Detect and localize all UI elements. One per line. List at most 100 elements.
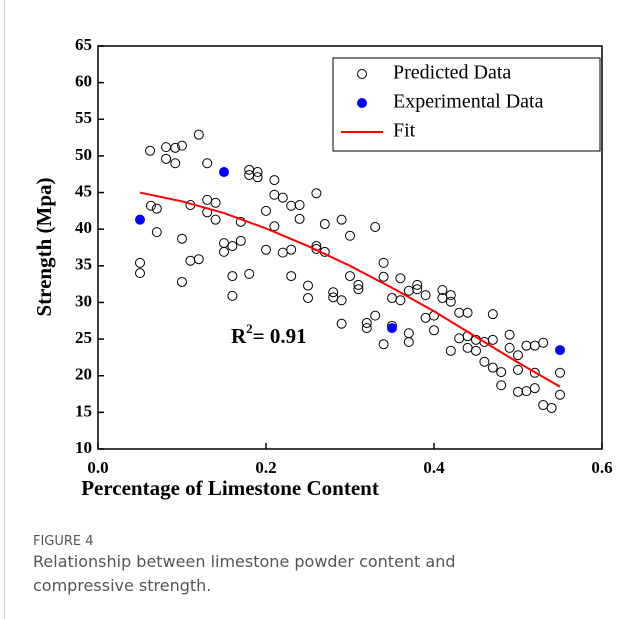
predicted-point [487, 334, 498, 345]
predicted-point [445, 345, 456, 356]
predicted-point [193, 254, 204, 265]
predicted-point [378, 271, 389, 282]
predicted-point [219, 246, 229, 257]
predicted-point [328, 287, 339, 298]
chart: Percentage of Limestone Content Strength… [32, 35, 613, 500]
predicted-point [244, 268, 255, 279]
predicted-point [403, 328, 414, 339]
experimental-point [387, 323, 397, 334]
predicted-point [345, 230, 355, 241]
predicted-point [454, 333, 465, 344]
predicted-point [487, 362, 498, 373]
predicted-point [496, 380, 507, 391]
legend-label: Experimental Data [393, 91, 544, 113]
experimental-point [219, 167, 229, 178]
predicted-point [521, 386, 532, 397]
predicted-point [269, 189, 280, 200]
r-squared-sup: 2 [246, 321, 253, 336]
predicted-point [361, 323, 372, 334]
predicted-point [328, 292, 339, 303]
predicted-point [235, 235, 246, 246]
predicted-point [513, 350, 523, 361]
predicted-point [370, 221, 381, 232]
y-tick-label: 45 [75, 181, 92, 200]
predicted-point [145, 200, 156, 211]
predicted-point [336, 318, 347, 329]
predicted-point [244, 169, 255, 180]
predicted-point [269, 221, 280, 232]
predicted-point [210, 197, 221, 208]
predicted-point [252, 167, 263, 178]
figure-label: FIGURE 4 [33, 534, 94, 549]
fit-line [139, 191, 561, 388]
y-tick-label: 65 [75, 35, 92, 54]
predicted-point [170, 158, 181, 169]
predicted-point [378, 257, 389, 268]
predicted-point [170, 142, 181, 153]
predicted-point [462, 342, 473, 353]
y-tick-label: 25 [75, 328, 92, 347]
predicted-point [252, 172, 263, 183]
predicted-point [353, 279, 364, 290]
predicted-point [462, 307, 473, 318]
predicted-point [555, 367, 565, 378]
x-axis-title: Percentage of Limestone Content [81, 476, 379, 500]
predicted-point [437, 284, 448, 295]
y-tick-label: 60 [75, 72, 92, 91]
predicted-point [387, 293, 397, 304]
legend-swatch [357, 98, 367, 108]
y-tick-label: 35 [75, 255, 92, 274]
predicted-point [521, 340, 532, 351]
legend-swatch [357, 69, 367, 79]
predicted-point [261, 205, 271, 216]
figure-caption: Relationship between limestone powder co… [33, 552, 456, 595]
legend-box [332, 57, 601, 152]
predicted-point [529, 383, 540, 394]
r-squared-rest: = 0.91 [253, 324, 307, 348]
predicted-point [445, 290, 456, 301]
predicted-point [538, 337, 549, 348]
predicted-point [361, 317, 372, 328]
predicted-point [504, 342, 515, 353]
predicted-point [177, 276, 187, 287]
predicted-point [445, 296, 456, 307]
predicted-point [529, 340, 540, 351]
predicted-point [378, 339, 389, 350]
predicted-point [546, 402, 557, 413]
predicted-point [227, 271, 238, 282]
predicted-point [177, 233, 187, 244]
y-tick-label: 30 [75, 291, 92, 310]
x-tick-label: 0.2 [255, 458, 276, 477]
predicted-point [555, 389, 565, 400]
predicted-point [353, 284, 364, 295]
y-tick-label: 50 [75, 145, 92, 164]
predicted-point [277, 192, 288, 203]
y-tick-label: 55 [75, 108, 92, 127]
predicted-point [471, 345, 481, 356]
y-axis-title: Strength (Mpa) [32, 177, 56, 316]
legend-label: Fit [393, 120, 416, 142]
predicted-point [345, 271, 355, 282]
predicted-point [177, 140, 187, 151]
predicted-point [286, 244, 297, 255]
predicted-point [420, 312, 431, 323]
x-tick-label: 0.4 [423, 458, 445, 477]
y-tick-label: 10 [75, 438, 92, 457]
predicted-point [294, 200, 305, 211]
predicted-point [403, 285, 414, 296]
predicted-point [185, 255, 196, 266]
predicted-point [319, 219, 330, 230]
predicted-point [487, 309, 498, 320]
r-squared: R2= 0.91 [231, 321, 307, 348]
predicted-point [161, 142, 172, 153]
predicted-point [395, 273, 406, 284]
predicted-point [412, 279, 423, 290]
predicted-point [202, 194, 213, 205]
predicted-point [496, 367, 507, 378]
predicted-point [227, 241, 238, 252]
predicted-point [151, 227, 162, 238]
predicted-point [303, 293, 313, 304]
predicted-point [151, 203, 162, 214]
predicted-point [479, 356, 490, 367]
